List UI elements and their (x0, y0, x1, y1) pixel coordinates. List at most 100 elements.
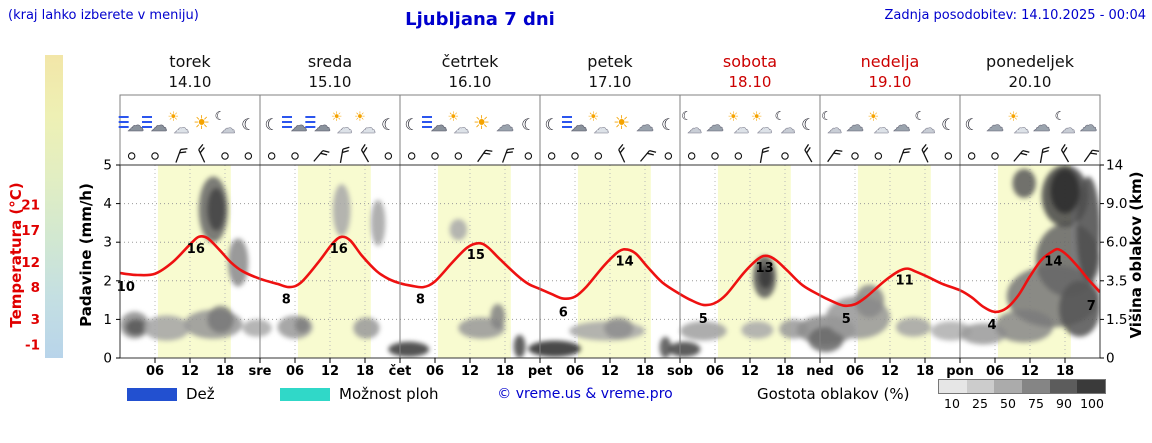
cloud-blob (1012, 168, 1036, 198)
wind-calm-symbol (991, 152, 999, 160)
weather-icon-sun: ☀ (613, 112, 630, 134)
weather-icon-rain: ☁ (118, 116, 144, 136)
svg-text:☾: ☾ (821, 109, 832, 123)
svg-text:☾: ☾ (964, 115, 978, 134)
cloud-height-tick-label: 0 (1106, 351, 1115, 367)
svg-text:☁: ☁ (873, 118, 889, 137)
svg-text:☾: ☾ (381, 115, 395, 134)
wind-barb-symbol (198, 143, 206, 163)
wind-barb-symbol (1013, 150, 1030, 162)
x-tick-label: 06 (286, 364, 304, 379)
precip-tick-label: 5 (103, 158, 112, 174)
weather-icon-rain: ☁ (562, 116, 588, 136)
wind-barb-symbol (313, 150, 330, 162)
cloud-blob (207, 305, 234, 333)
svg-text:☁: ☁ (173, 118, 189, 137)
weather-icon-partly: ☀☁ (354, 110, 376, 137)
cloud-density-cell (1049, 380, 1078, 393)
temperature-colorbar (45, 55, 63, 358)
temperature-value-label: 16 (330, 242, 348, 257)
day-name-label: sreda (308, 52, 352, 71)
rain-legend-swatch (127, 388, 177, 401)
weather-icon-moon: ☾ (801, 115, 815, 134)
x-tick-label: 12 (461, 364, 479, 379)
x-tick-label: 06 (426, 364, 444, 379)
page-title: Ljubljana 7 dni (405, 9, 555, 30)
day-name-label: četrtek (442, 52, 500, 71)
wind-calm-symbol (664, 152, 673, 160)
wind-barb-symbol (1083, 149, 1100, 163)
temperature-value-label: 10 (117, 280, 135, 295)
cloud-blob (513, 334, 526, 358)
temperature-value-label: 13 (756, 261, 774, 276)
svg-text:☾: ☾ (404, 115, 418, 134)
temperature-value-label: 6 (559, 305, 568, 320)
cloud-blob (808, 327, 844, 353)
svg-text:☾: ☾ (661, 115, 675, 134)
cloud-blob (242, 319, 272, 337)
day-name-label: torek (169, 52, 211, 71)
cloud-blob (490, 303, 506, 330)
precip-tick-label: 1 (103, 312, 112, 328)
cloud-height-tick-label: 3.5 (1106, 273, 1127, 289)
x-tick-label: 06 (566, 364, 584, 379)
precip-tick-label: 3 (103, 235, 112, 251)
weather-icon-rain: ☁ (422, 116, 448, 136)
wind-barb-symbol (501, 148, 515, 163)
wind-barb-symbol (759, 146, 770, 164)
temperature-value-label: 5 (699, 312, 708, 327)
svg-text:☀: ☀ (588, 110, 600, 125)
svg-text:☁: ☁ (921, 119, 936, 137)
cloud-density-cell (966, 380, 995, 393)
wind-barb-symbol (360, 143, 370, 163)
x-day-abbrev: ned (806, 364, 833, 379)
weather-icon-cloud: ☁ (706, 115, 725, 137)
wind-calm-symbol (547, 152, 556, 160)
svg-text:☁: ☁ (1033, 115, 1051, 136)
weather-icon-cloud: ☁ (846, 115, 865, 137)
cloud-blob (855, 284, 885, 318)
weather-icon-rain: ☁ (142, 116, 168, 136)
x-tick-label: 18 (496, 364, 514, 379)
svg-text:☾: ☾ (681, 109, 692, 123)
day-name-label: sobota (723, 52, 777, 71)
cloud-blob (758, 265, 773, 289)
cloud-height-tick-label: 1.5 (1106, 312, 1127, 328)
svg-text:☾: ☾ (915, 109, 926, 123)
svg-text:☀: ☀ (193, 112, 210, 134)
wind-calm-symbol (967, 152, 976, 160)
cloud-blob (370, 199, 386, 247)
wind-calm-symbol (151, 152, 159, 160)
temperature-tick-label: 3 (31, 312, 40, 328)
cloud-density-ticks: 10 25 50 75 90 100 (938, 396, 1106, 411)
cloud-height-tick-label: 14 (1106, 158, 1123, 174)
weather-icon-cloud: ☁ (1032, 115, 1051, 137)
svg-text:☁: ☁ (687, 119, 702, 137)
x-tick-label: 12 (881, 364, 899, 379)
cloud-blob (741, 321, 774, 339)
svg-text:☁: ☁ (360, 118, 376, 137)
cloud-density-cell (994, 380, 1023, 393)
wind-row (127, 143, 1100, 164)
cloud-density-label: Gostota oblakov (%) (757, 385, 910, 403)
cloud-blob (125, 319, 147, 335)
svg-text:☀: ☀ (331, 110, 343, 125)
x-tick-label: 12 (601, 364, 619, 379)
copyright-link[interactable]: © vreme.us & vreme.pro (497, 386, 673, 402)
weather-icon-moon: ☾ (544, 115, 558, 134)
x-tick-label: 06 (986, 364, 1004, 379)
svg-text:☁: ☁ (706, 115, 724, 136)
weather-icon-sun: ☀ (473, 112, 490, 134)
svg-text:☀: ☀ (473, 112, 490, 134)
x-tick-label: 18 (776, 364, 794, 379)
weather-icon-cloud: ☁ (496, 115, 515, 137)
cloud-height-tick-label: 9.0 (1106, 196, 1127, 212)
svg-text:☾: ☾ (801, 115, 815, 134)
svg-text:☾: ☾ (241, 115, 255, 134)
svg-text:☾: ☾ (941, 115, 955, 134)
cloud-blob (295, 317, 310, 333)
day-date-label: 14.10 (169, 73, 212, 91)
precip-tick-label: 0 (103, 351, 112, 367)
x-day-abbrev: sre (249, 364, 272, 379)
